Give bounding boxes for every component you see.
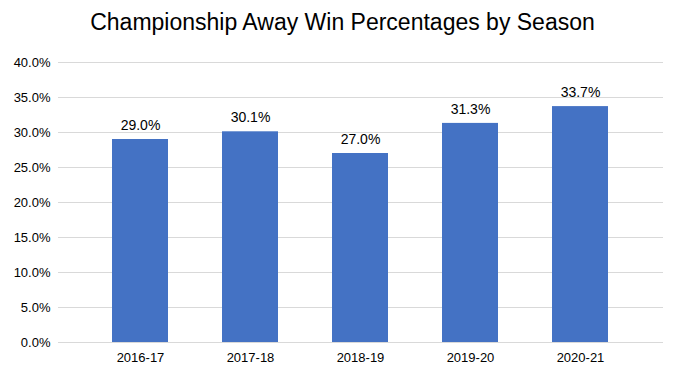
svg-text:2019-20: 2019-20: [447, 350, 495, 365]
svg-text:29.0%: 29.0%: [121, 117, 161, 133]
svg-text:2020-21: 2020-21: [557, 350, 605, 365]
svg-text:35.0%: 35.0%: [14, 90, 51, 105]
svg-text:2017-18: 2017-18: [227, 350, 275, 365]
svg-text:5.0%: 5.0%: [21, 300, 51, 315]
html-text:Championship Away Win Percenta: Championship Away Win Percentages by Sea…: [90, 9, 595, 35]
svg-text:2018-19: 2018-19: [337, 350, 385, 365]
svg-text:25.0%: 25.0%: [14, 160, 51, 175]
svg-text:15.0%: 15.0%: [14, 230, 51, 245]
svg-text:0.0%: 0.0%: [21, 335, 51, 350]
svg-text:30.0%: 30.0%: [14, 125, 51, 140]
svg-text:40.0%: 40.0%: [14, 55, 51, 70]
svg-text:10.0%: 10.0%: [14, 265, 51, 280]
svg-text:33.7%: 33.7%: [561, 84, 601, 100]
svg-text:31.3%: 31.3%: [451, 101, 491, 117]
svg-text:20.0%: 20.0%: [14, 195, 51, 210]
svg-text:30.1%: 30.1%: [231, 109, 271, 125]
svg-text:27.0%: 27.0%: [341, 131, 381, 147]
svg-text:2016-17: 2016-17: [117, 350, 165, 365]
